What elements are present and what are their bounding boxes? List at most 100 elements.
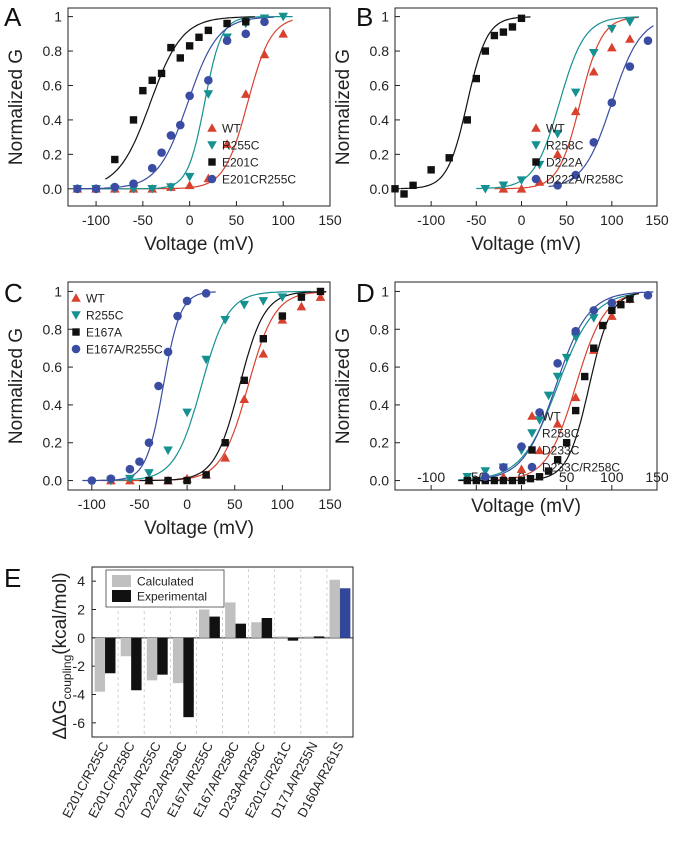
legend-label: WT [222, 122, 241, 136]
data-point [400, 190, 408, 198]
bar-experimental [131, 637, 142, 691]
data-point [195, 33, 203, 41]
x-tick-label: -100 [78, 496, 106, 512]
x-tick-label: 100 [600, 212, 624, 228]
data-point [517, 476, 526, 485]
data-point [147, 184, 158, 194]
data-point [570, 106, 581, 116]
bar-experimental [105, 637, 116, 674]
x-tick-label: 50 [227, 496, 243, 512]
y-tick-label: 0.8 [370, 321, 390, 337]
plot-frame [394, 7, 658, 207]
data-point [552, 149, 563, 159]
y-tick-label: 0.2 [370, 146, 390, 162]
data-point [516, 183, 527, 193]
data-point [552, 419, 563, 428]
y-tick-label: 0 [77, 630, 85, 646]
fit-curve-d233c-r258c [476, 291, 654, 480]
data-point [472, 74, 481, 83]
bar-calculated [94, 637, 106, 692]
y-axis-title: Normalized G [333, 49, 354, 165]
data-point [526, 474, 535, 483]
x-tick-label: 150 [318, 212, 342, 228]
x-axis-title: Voltage (mV) [144, 518, 254, 539]
y-axis-title-unit: (kcal/mol) [50, 572, 71, 654]
y-tick-label: 0.0 [43, 181, 63, 197]
data-point [182, 296, 192, 306]
y-tick-label: 0.8 [370, 43, 390, 59]
data-point [517, 14, 526, 23]
data-point [259, 335, 268, 343]
data-point [481, 47, 490, 55]
legend-marker [207, 174, 217, 184]
legend-marker [71, 293, 81, 302]
x-tick-label: 150 [645, 212, 669, 228]
data-point [145, 476, 153, 485]
data-point [499, 28, 508, 36]
bar-experimental [261, 618, 273, 638]
data-point [472, 476, 481, 485]
data-point [278, 312, 287, 320]
data-point [185, 42, 194, 50]
bar-experimental [183, 637, 194, 718]
data-point [581, 372, 589, 381]
data-point [316, 287, 325, 296]
legend-marker [208, 158, 216, 166]
bar-calculated [277, 636, 288, 638]
fit-curve-wt [494, 16, 639, 190]
y-tick-label: 0.2 [370, 435, 390, 451]
data-point [499, 463, 508, 472]
data-point [534, 416, 545, 425]
data-point [553, 456, 562, 464]
data-point [129, 179, 138, 188]
data-point [182, 408, 192, 418]
data-point [535, 473, 544, 481]
x-tick-label: -50 [129, 496, 149, 512]
y-tick-label: 0.4 [43, 112, 63, 128]
legend-label: R258C [542, 427, 580, 441]
fit-curve-r255c [73, 16, 293, 190]
legend-marker [528, 446, 536, 454]
data-point [552, 129, 563, 139]
bar-experimental [157, 637, 168, 675]
data-point [239, 300, 250, 310]
y-tick-label: -2 [73, 658, 86, 674]
data-point [571, 170, 580, 180]
bar-experimental [287, 637, 299, 641]
data-point [297, 293, 306, 301]
bar-calculated [251, 622, 262, 638]
x-tick-label: 0 [186, 212, 194, 228]
data-point [278, 29, 289, 38]
data-point [626, 295, 634, 303]
data-point [480, 184, 491, 194]
data-point [534, 445, 545, 455]
data-point [625, 17, 635, 27]
x-tick-label: 100 [272, 212, 296, 228]
x-tick-label: 150 [645, 469, 669, 485]
data-point [166, 131, 176, 140]
legend-label: D222A [546, 156, 583, 170]
data-point [463, 476, 471, 485]
y-tick-label: 0.6 [43, 359, 63, 375]
data-point [617, 300, 625, 309]
data-point [184, 172, 195, 182]
data-point [73, 184, 82, 194]
data-point [409, 181, 417, 190]
data-point [222, 139, 232, 148]
data-point [643, 290, 653, 300]
legend-label: R258C [546, 139, 584, 153]
data-point [154, 381, 163, 391]
data-point [184, 180, 195, 190]
bar-experimental [209, 616, 220, 638]
y-tick-label: 1 [381, 283, 389, 299]
fit-curve-e201c [105, 16, 256, 180]
data-point [608, 306, 616, 315]
fit-curve-d222a-r258c [548, 25, 654, 188]
y-tick-label: 0.4 [370, 112, 390, 128]
data-point [176, 54, 184, 62]
x-tick-label: -50 [466, 212, 486, 228]
legend-label: WT [542, 410, 561, 424]
data-point [553, 181, 562, 190]
legend-marker [71, 344, 81, 354]
